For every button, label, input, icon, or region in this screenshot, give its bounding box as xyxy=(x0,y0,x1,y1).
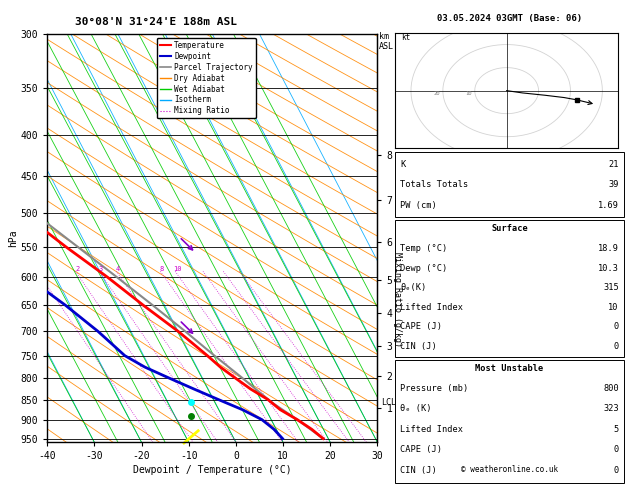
X-axis label: Dewpoint / Temperature (°C): Dewpoint / Temperature (°C) xyxy=(133,466,292,475)
Text: CIN (J): CIN (J) xyxy=(400,466,437,475)
Text: 1.69: 1.69 xyxy=(598,201,619,209)
Text: 5: 5 xyxy=(614,425,619,434)
Text: 10.3: 10.3 xyxy=(598,263,619,273)
Text: 8: 8 xyxy=(160,266,164,272)
Bar xyxy=(396,220,623,357)
Text: 20: 20 xyxy=(433,91,440,96)
Text: CIN (J): CIN (J) xyxy=(400,342,437,351)
Text: Mixing Ratio (g/kg): Mixing Ratio (g/kg) xyxy=(392,252,402,347)
Text: 4: 4 xyxy=(116,266,120,272)
Text: 2: 2 xyxy=(75,266,79,272)
Text: θₑ(K): θₑ(K) xyxy=(400,283,426,292)
Text: CAPE (J): CAPE (J) xyxy=(400,322,442,331)
Text: 39: 39 xyxy=(608,180,619,190)
Text: km
ASL: km ASL xyxy=(379,32,394,51)
Text: 30°08'N 31°24'E 188m ASL: 30°08'N 31°24'E 188m ASL xyxy=(75,17,238,27)
Legend: Temperature, Dewpoint, Parcel Trajectory, Dry Adiabat, Wet Adiabat, Isotherm, Mi: Temperature, Dewpoint, Parcel Trajectory… xyxy=(157,38,256,119)
Text: Dewp (°C): Dewp (°C) xyxy=(400,263,447,273)
Text: Surface: Surface xyxy=(491,225,528,233)
Bar xyxy=(396,360,623,483)
Text: Lifted Index: Lifted Index xyxy=(400,303,463,312)
Text: Temp (°C): Temp (°C) xyxy=(400,244,447,253)
Text: 0: 0 xyxy=(614,446,619,454)
Text: 18.9: 18.9 xyxy=(598,244,619,253)
Text: θₑ (K): θₑ (K) xyxy=(400,404,431,414)
Text: kt: kt xyxy=(401,33,411,42)
Text: Pressure (mb): Pressure (mb) xyxy=(400,384,469,393)
Text: K: K xyxy=(400,160,405,170)
Text: © weatheronline.co.uk: © weatheronline.co.uk xyxy=(461,465,558,474)
Y-axis label: hPa: hPa xyxy=(8,229,18,247)
Text: LCL: LCL xyxy=(381,398,396,407)
Text: 03.05.2024 03GMT (Base: 06): 03.05.2024 03GMT (Base: 06) xyxy=(437,15,582,23)
Text: 3: 3 xyxy=(99,266,103,272)
Text: 0: 0 xyxy=(614,466,619,475)
Text: Most Unstable: Most Unstable xyxy=(476,364,543,373)
Text: Lifted Index: Lifted Index xyxy=(400,425,463,434)
Text: 10: 10 xyxy=(465,91,472,96)
Text: 800: 800 xyxy=(603,384,619,393)
Text: Totals Totals: Totals Totals xyxy=(400,180,469,190)
Text: 10: 10 xyxy=(173,266,181,272)
Text: CAPE (J): CAPE (J) xyxy=(400,446,442,454)
Bar xyxy=(396,152,623,217)
Text: PW (cm): PW (cm) xyxy=(400,201,437,209)
Text: 315: 315 xyxy=(603,283,619,292)
Text: 10: 10 xyxy=(608,303,619,312)
Text: 21: 21 xyxy=(608,160,619,170)
Text: 0: 0 xyxy=(614,342,619,351)
Text: 0: 0 xyxy=(614,322,619,331)
Text: 323: 323 xyxy=(603,404,619,414)
